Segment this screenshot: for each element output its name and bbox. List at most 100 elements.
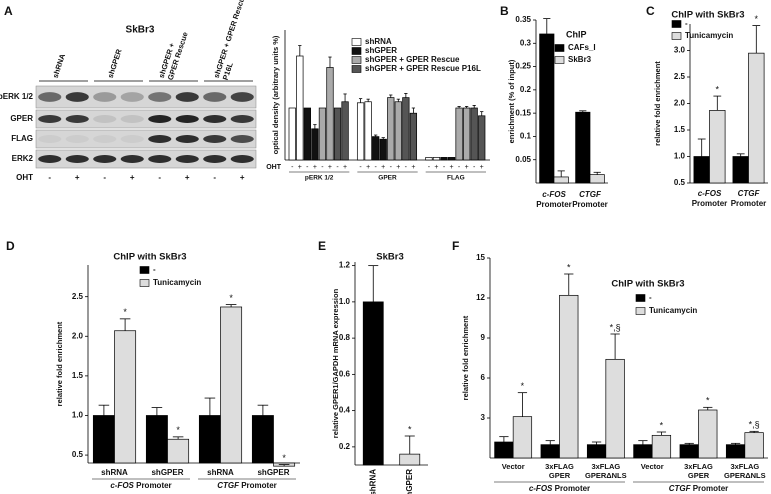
y-tick-label: 0.25 <box>515 62 531 71</box>
legend-label: - <box>153 265 156 274</box>
bar <box>251 415 274 464</box>
significance: *,§ <box>610 322 621 332</box>
x-tick-label: 3xFLAG <box>545 462 574 471</box>
band <box>148 115 172 123</box>
bar <box>744 432 764 459</box>
bar <box>372 136 380 161</box>
significance: * <box>408 424 412 434</box>
significance: * <box>282 453 286 463</box>
bar <box>605 358 625 459</box>
band <box>120 115 144 123</box>
x-axis-label: OHT <box>266 164 282 171</box>
band <box>93 135 117 143</box>
bar <box>402 97 410 161</box>
bar <box>198 415 221 464</box>
legend-label: - <box>685 19 688 28</box>
bar <box>586 444 607 459</box>
bar <box>693 156 710 184</box>
y-tick-label: 1.0 <box>72 411 84 420</box>
x-tick-label: + <box>343 164 347 171</box>
y-tick-label: 0.05 <box>515 155 531 164</box>
legend-label: shGPER <box>365 46 397 55</box>
bar <box>463 107 471 161</box>
legend-swatch <box>139 279 150 287</box>
y-axis-label: relative GPER1/GAPDH mRNA expression <box>331 288 340 438</box>
x-tick-label: - <box>375 164 378 171</box>
group-label: GPER <box>378 175 397 182</box>
bar <box>333 107 342 161</box>
bar <box>326 67 334 161</box>
bar <box>748 52 765 184</box>
y-tick-label: 15 <box>476 253 485 262</box>
lane-label: shRNA <box>51 52 67 79</box>
x-tick-note: Promoter <box>572 200 608 209</box>
y-tick-label: 0.2 <box>520 85 532 94</box>
x-tick-label: shGPER <box>257 468 289 477</box>
y-tick-label: 0.4 <box>339 406 351 415</box>
chart-title: ChIP with SkBr3 <box>671 10 744 21</box>
treatment-level: + <box>75 173 80 182</box>
bar <box>409 112 418 161</box>
band <box>203 135 227 143</box>
x-tick-label: CTGF <box>738 189 761 198</box>
legend-swatch <box>671 20 682 28</box>
band <box>65 155 89 163</box>
bar <box>425 157 433 161</box>
legend-label: Tunicamycin <box>649 306 697 315</box>
y-tick-label: 12 <box>476 293 485 302</box>
band <box>120 155 144 163</box>
x-tick-label: + <box>411 164 415 171</box>
band <box>230 155 254 163</box>
significance: * <box>755 14 759 24</box>
band <box>93 115 117 123</box>
bar <box>698 409 718 459</box>
bar <box>709 110 726 184</box>
blot-strip <box>35 85 257 109</box>
row-label: GPER <box>10 114 33 123</box>
band <box>230 135 254 143</box>
x-tick-note: Promoter <box>692 199 728 208</box>
band <box>203 92 227 102</box>
significance: * <box>123 307 127 317</box>
y-axis-label: relative fold enrichment <box>55 321 64 406</box>
bar <box>470 107 478 161</box>
band <box>230 115 254 123</box>
bar <box>447 157 456 161</box>
chart-title: ChIP with SkBr3 <box>113 252 186 263</box>
x-tick-label: GPERΔNLS <box>585 471 627 480</box>
bar <box>553 176 569 184</box>
bar <box>303 107 311 161</box>
bar <box>92 415 115 464</box>
group-label: c-FOS Promoter <box>110 481 171 490</box>
group-label: pERK 1/2 <box>305 175 334 182</box>
significance: *,§ <box>749 420 760 430</box>
legend-swatch <box>139 266 150 274</box>
significance: * <box>706 396 710 406</box>
x-tick-label: + <box>366 164 370 171</box>
x-tick-label: - <box>306 164 309 171</box>
x-tick-label: shGPER <box>405 469 414 494</box>
bar <box>725 444 746 459</box>
bar <box>589 174 605 184</box>
bar <box>311 128 319 161</box>
x-tick-label: 3xFLAG <box>591 462 620 471</box>
y-tick-label: 2.0 <box>674 99 686 108</box>
y-tick-label: 1.0 <box>674 152 686 161</box>
bar <box>455 107 463 161</box>
x-tick-label: - <box>405 164 408 171</box>
band <box>38 115 62 123</box>
band <box>230 92 254 102</box>
y-tick-label: 6 <box>481 373 486 382</box>
y-axis-label: relative fold enrichment <box>653 61 662 146</box>
bar <box>575 111 591 184</box>
group-note: Promoter <box>693 484 729 493</box>
x-tick-note: Promoter <box>731 199 767 208</box>
band <box>65 135 89 143</box>
bar <box>167 438 190 464</box>
y-tick-label: 2.5 <box>674 72 686 81</box>
lane-label: shGPER <box>106 47 124 79</box>
bar <box>559 294 579 459</box>
treatment-level: - <box>158 173 161 182</box>
